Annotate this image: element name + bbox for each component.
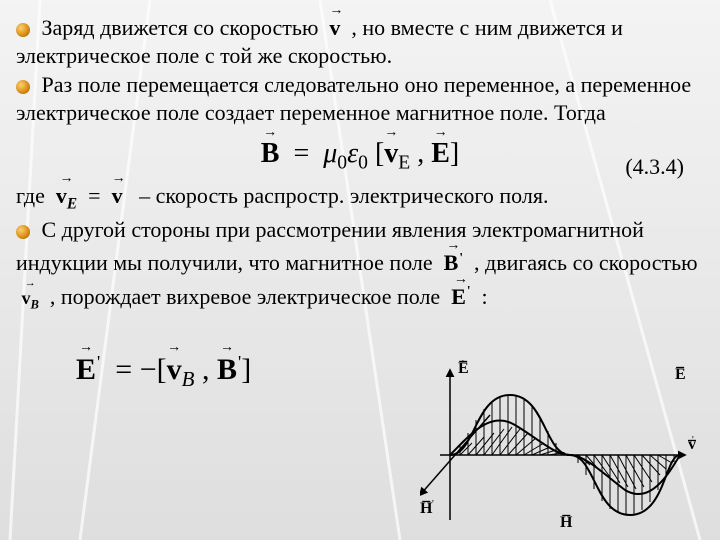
vector-vE: vE	[56, 176, 77, 214]
equation-2: E' = −[vB , B']	[76, 345, 251, 392]
text: Раз поле перемещается следовательно оно …	[16, 72, 691, 125]
bullet-icon	[16, 80, 30, 94]
paragraph-1: Заряд движется со скоростью v , но вмест…	[16, 8, 704, 69]
svg-text:': '	[692, 435, 694, 446]
wave-diagram: E̅ ' E̅ v̅ ' H̅ ' H̅	[420, 355, 700, 530]
vector-v: v	[329, 8, 340, 42]
text: , двигаясь со скоростью	[474, 250, 698, 275]
svg-text:E̅: E̅	[675, 365, 686, 383]
svg-text:': '	[432, 499, 434, 510]
vector-Eprime: E'	[451, 277, 470, 311]
svg-text:H̅: H̅	[560, 513, 573, 530]
paragraph-3: где vE = v – скорость распростр. электри…	[16, 176, 704, 214]
vector-v: v	[112, 176, 123, 210]
text: :	[482, 284, 488, 309]
text: Заряд движется со скоростью	[42, 15, 319, 40]
bullet-icon	[16, 225, 30, 239]
paragraph-2: Раз поле перемещается следовательно оно …	[16, 71, 704, 126]
slide-content: Заряд движется со скоростью v , но вмест…	[0, 0, 720, 400]
vector-vB: vB	[22, 283, 39, 313]
text: – скорость распростр. электрического пол…	[139, 183, 548, 208]
text: где	[16, 183, 45, 208]
equation-number: (4.3.4)	[625, 153, 684, 181]
bullet-icon	[16, 23, 30, 37]
paragraph-4: С другой стороны при рассмотрении явлени…	[16, 216, 704, 313]
text: , порождает вихревое электрическое поле	[50, 284, 440, 309]
svg-text:': '	[462, 359, 464, 370]
